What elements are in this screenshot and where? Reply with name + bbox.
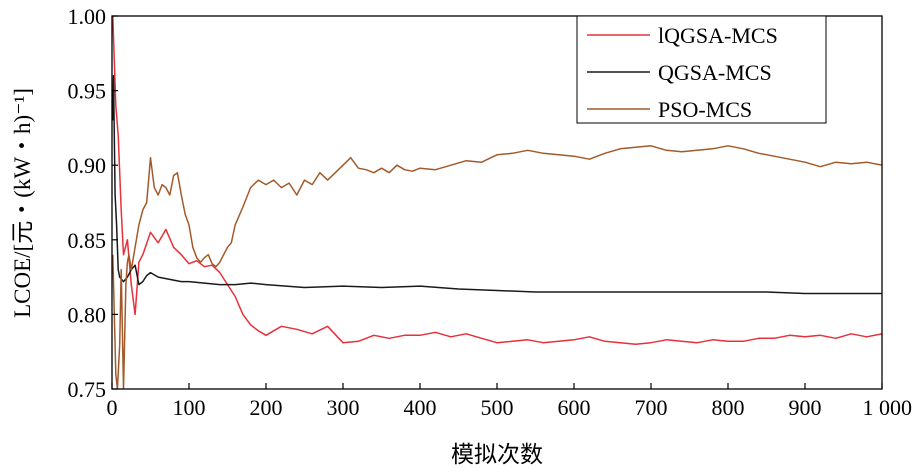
legend-box [576,15,827,124]
x-tick-label: 100 [173,395,206,420]
legend-label-3: PSO-MCS [658,97,752,122]
x-axis-title: 模拟次数 [451,442,543,467]
legend: lQGSA-MCS QGSA-MCS PSO-MCS [576,15,827,124]
x-tick-label: 900 [789,395,822,420]
y-tick-label: 0.75 [68,377,107,402]
y-tick-label: 0.85 [68,228,107,253]
y-axis: 0.75 0.80 0.85 0.90 0.95 1.00 [68,4,118,402]
x-axis: 0 100 200 300 400 500 600 700 800 900 1 000 [107,383,913,420]
series-layer [112,16,882,389]
y-tick-label: 0.95 [68,79,107,104]
x-tick-label: 200 [250,395,283,420]
series-line-1 [112,16,882,345]
x-tick-label: 600 [558,395,591,420]
y-tick-label: 1.00 [68,4,107,29]
x-tick-label: 500 [481,395,514,420]
legend-label-2: QGSA-MCS [658,60,772,85]
x-tick-label: 400 [404,395,437,420]
series-line-2 [112,74,882,295]
y-tick-label: 0.80 [68,302,107,327]
y-axis-title: LCOE/[元・(kW・h)⁻¹] [10,88,35,318]
x-tick-label: 700 [635,395,668,420]
y-tick-label: 0.90 [68,153,107,178]
x-tick-label: 0 [107,395,118,420]
legend-label-1: lQGSA-MCS [658,23,778,48]
x-tick-label: 300 [327,395,360,420]
x-tick-label: 1 000 [863,395,913,420]
x-tick-label: 800 [712,395,745,420]
series-line-3 [112,145,882,389]
